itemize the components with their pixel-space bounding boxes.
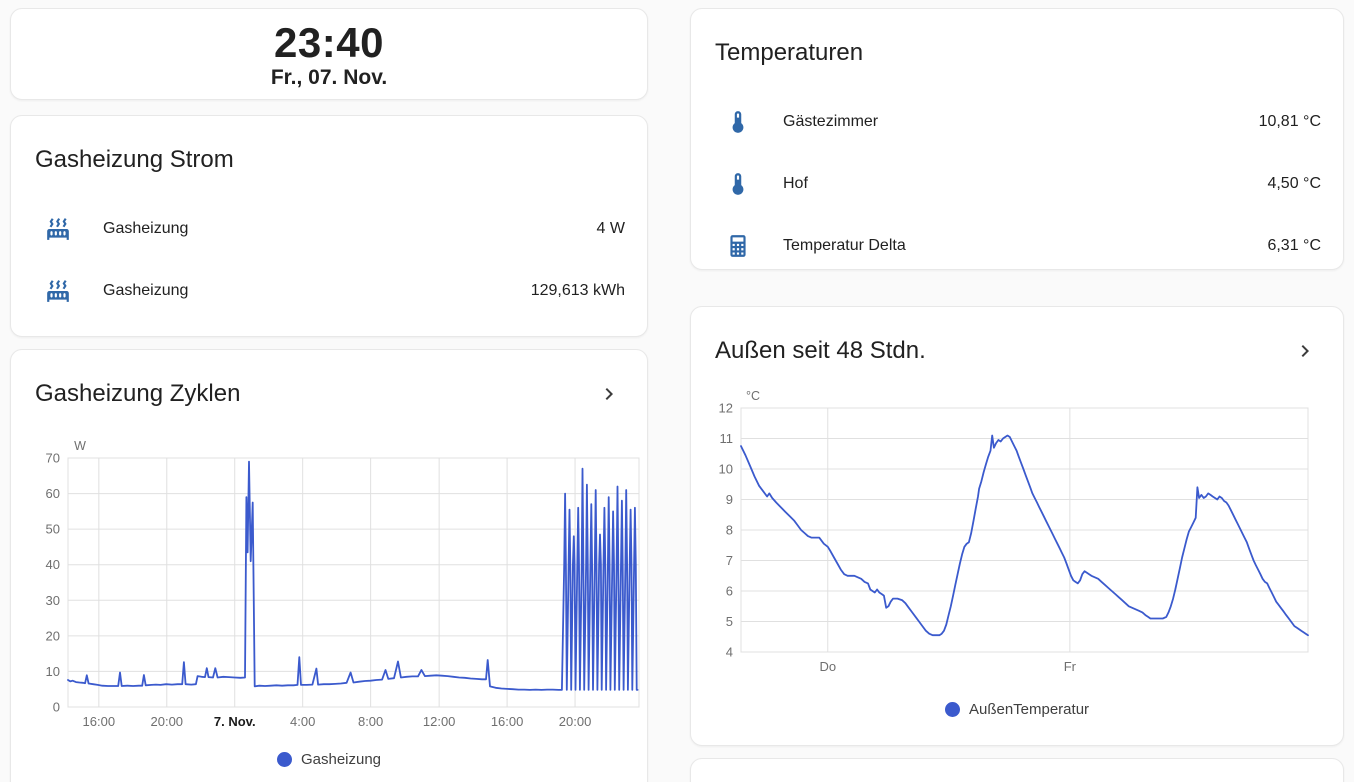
- svg-text:60: 60: [46, 486, 60, 501]
- card-title-temperaturen: Temperaturen: [715, 39, 864, 66]
- entity-name: Temperatur Delta: [783, 237, 906, 254]
- svg-text:30: 30: [46, 593, 60, 608]
- legend-dot: [944, 702, 960, 717]
- svg-text:7: 7: [726, 553, 733, 568]
- svg-text:12:00: 12:00: [423, 714, 456, 729]
- legend-label: AußenTemperatur: [968, 701, 1090, 718]
- svg-text:10: 10: [46, 664, 60, 679]
- gasheizung-zyklen-card: Gasheizung Zyklen 0 10 20 30 40 50 60 70 16:00 20…: [10, 349, 648, 782]
- svg-text:70: 70: [46, 451, 60, 466]
- card-title-aussen-48h: Außen seit 48 Stdn.: [715, 337, 926, 364]
- svg-text:50: 50: [46, 522, 60, 537]
- svg-text:10: 10: [719, 462, 733, 477]
- svg-text:8: 8: [726, 523, 733, 538]
- aussen-temperatur-chart[interactable]: 4 5 6 7 8 9 10 11 12 Do Fr °C: [699, 386, 1331, 686]
- svg-text:40: 40: [46, 557, 60, 572]
- clock-card: 23:40 Fr., 07. Nov.: [10, 8, 648, 100]
- entity-name: Gasheizung: [103, 282, 189, 299]
- card-title-gasheizung-zyklen: Gasheizung Zyklen: [35, 380, 241, 407]
- calculator-icon: [730, 235, 746, 257]
- radiator-icon: [47, 218, 69, 240]
- svg-text:Do: Do: [819, 659, 836, 674]
- entity-row-gaestezimmer[interactable]: Gästezimmer 10,81 °C: [725, 91, 1321, 153]
- svg-text:11: 11: [720, 431, 734, 446]
- card-title-gasheizung-strom: Gasheizung Strom: [35, 146, 234, 173]
- radiator-icon: [47, 280, 69, 302]
- clock-time: 23:40: [274, 19, 384, 66]
- entity-value: 129,613 kWh: [530, 282, 625, 299]
- entity-row-hof[interactable]: Hof 4,50 °C: [725, 153, 1321, 215]
- legend-label: Gasheizung: [300, 751, 382, 768]
- entity-value: 4,50 °C: [1267, 175, 1321, 192]
- gasheizung-strom-card: Gasheizung Strom Gasheizung 4 W Gasheizu…: [10, 115, 648, 337]
- svg-text:12: 12: [719, 401, 733, 416]
- entity-value: 10,81 °C: [1258, 113, 1321, 130]
- thermometer-icon: [732, 111, 744, 133]
- clipped-card: [690, 758, 1344, 782]
- svg-text:20:00: 20:00: [559, 714, 592, 729]
- svg-text:°C: °C: [746, 389, 760, 403]
- entity-value: 6,31 °C: [1267, 237, 1321, 254]
- entity-name: Hof: [783, 175, 808, 192]
- clock-date: Fr., 07. Nov.: [270, 66, 388, 90]
- entity-value: 4 W: [596, 220, 625, 237]
- svg-text:16:00: 16:00: [83, 714, 116, 729]
- temperaturen-card: Temperaturen Gästezimmer 10,81 °C Hof 4,…: [690, 8, 1344, 270]
- chevron-right-icon[interactable]: [597, 382, 621, 406]
- entity-name: Gasheizung: [103, 220, 189, 237]
- svg-text:Fr: Fr: [1064, 659, 1077, 674]
- svg-text:7. Nov.: 7. Nov.: [214, 714, 256, 729]
- entity-row-temperatur-delta[interactable]: Temperatur Delta 6,31 °C: [725, 215, 1321, 277]
- thermometer-icon: [732, 173, 744, 195]
- entity-name: Gästezimmer: [783, 113, 879, 130]
- legend-item-aussentemperatur[interactable]: AußenTemperatur: [691, 701, 1343, 718]
- svg-text:0: 0: [53, 700, 60, 715]
- svg-text:20:00: 20:00: [151, 714, 184, 729]
- svg-text:6: 6: [726, 584, 733, 599]
- svg-text:W: W: [74, 439, 86, 453]
- entity-row-gasheizung-energy[interactable]: Gasheizung 129,613 kWh: [45, 260, 625, 322]
- svg-text:20: 20: [46, 628, 60, 643]
- svg-text:4: 4: [726, 645, 733, 660]
- entity-row-gasheizung-power[interactable]: Gasheizung 4 W: [45, 198, 625, 260]
- svg-text:5: 5: [726, 614, 733, 629]
- aussen-48h-card: Außen seit 48 Stdn. 4 5 6 7 8 9 10 11 12 Do Fr °C A…: [690, 306, 1344, 746]
- chevron-right-icon[interactable]: [1293, 339, 1317, 363]
- legend-dot: [276, 752, 292, 767]
- svg-text:8:00: 8:00: [358, 714, 383, 729]
- legend-item-gasheizung[interactable]: Gasheizung: [11, 751, 647, 768]
- svg-text:4:00: 4:00: [290, 714, 315, 729]
- svg-text:16:00: 16:00: [491, 714, 524, 729]
- gasheizung-zyklen-chart[interactable]: 0 10 20 30 40 50 60 70 16:00 20:00 7. Nov. 4:00 8:00…: [17, 423, 643, 733]
- svg-text:9: 9: [726, 492, 733, 507]
